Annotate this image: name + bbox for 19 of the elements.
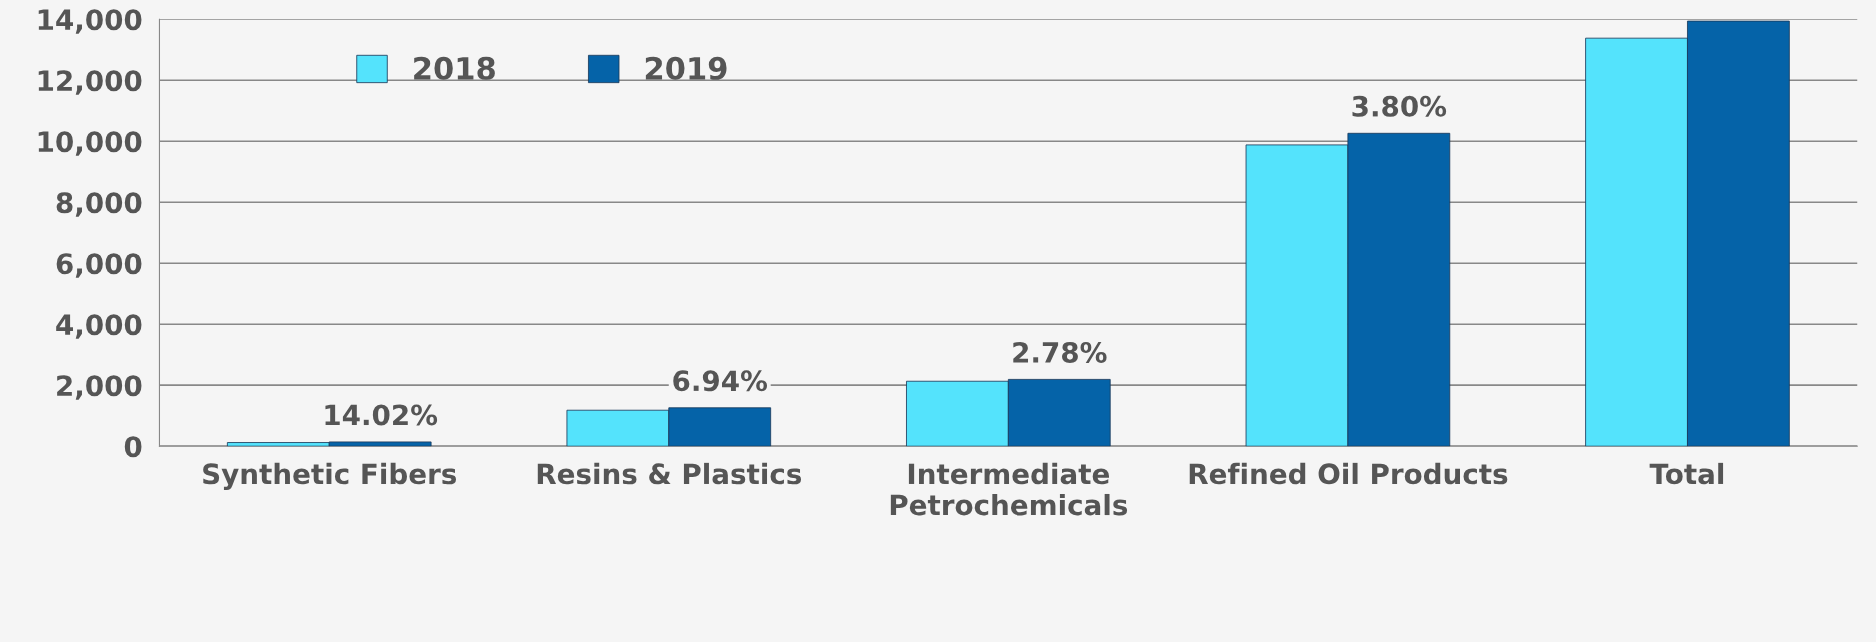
x-tick-label: Intermediate Petrochemicals	[890, 462, 1128, 516]
annotation: 3.80%	[1352, 95, 1447, 117]
y-tick-label: 4,000	[56, 314, 142, 339]
y-tick-label: 6,000	[56, 253, 142, 278]
y-tick-label: 0	[124, 436, 142, 458]
annotation: 6.94%	[673, 370, 768, 392]
x-tick-label: Synthetic Fibers	[203, 462, 457, 490]
y-tick-label: 8,000	[56, 192, 142, 217]
y-tick-label: 12,000	[38, 70, 142, 95]
x-tick-label: Total	[1649, 462, 1724, 485]
y-tick-label: 2,000	[57, 375, 142, 400]
legend-label: 2019	[645, 56, 727, 80]
annotation: 2.78%	[1013, 341, 1107, 363]
annotation: 14.02%	[325, 404, 438, 426]
x-tick-label: Resins & Plastics	[537, 462, 802, 485]
y-tick-label: 10,000	[38, 131, 142, 156]
y-tick-label: 14,000	[38, 9, 142, 34]
legend-label: 2018	[414, 56, 495, 80]
x-tick-label: Refined Oil Products	[1189, 462, 1508, 485]
